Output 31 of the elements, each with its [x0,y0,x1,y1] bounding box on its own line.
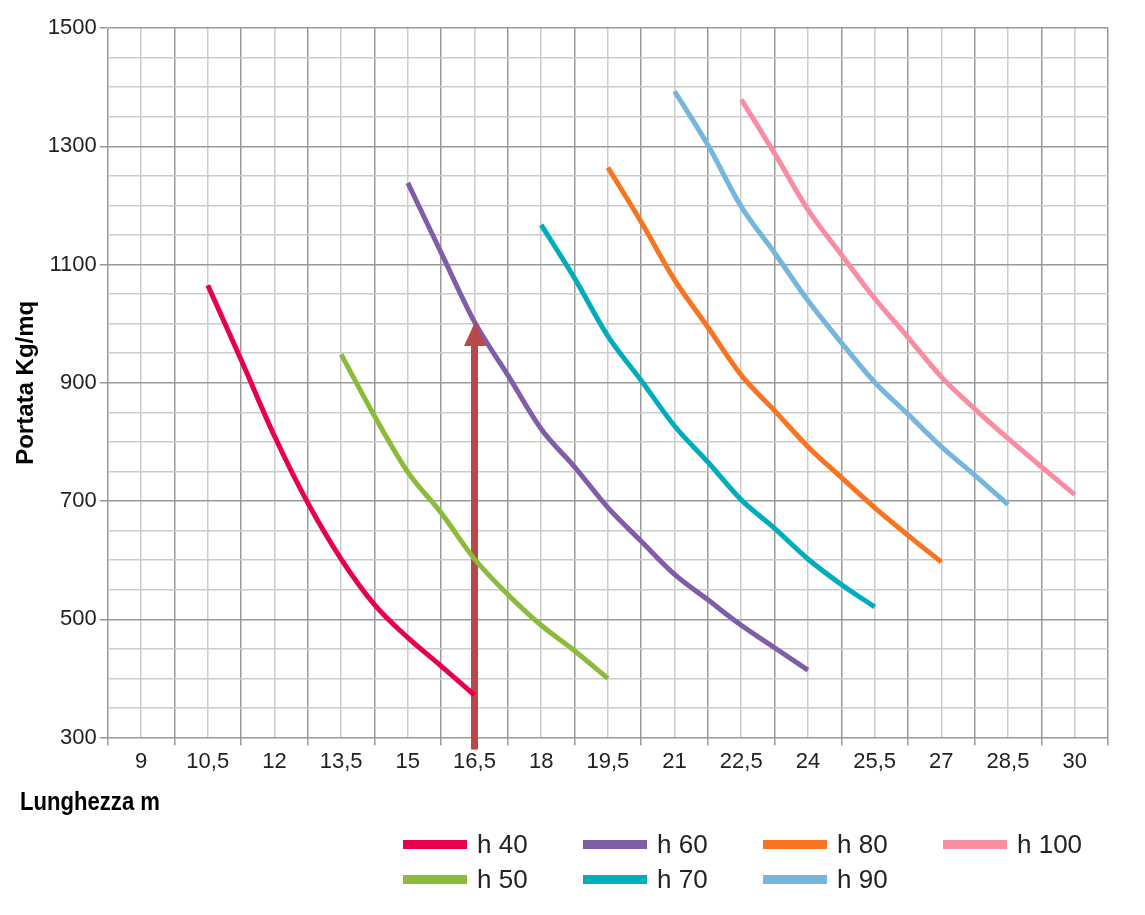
x-tick-label: 13,5 [319,747,363,773]
legend-label: h 70 [657,864,708,895]
legend-label: h 50 [477,864,528,895]
y-tick-label: 1100 [49,250,97,276]
y-tick-label: 500 [60,605,97,631]
y-tick-label: 700 [60,487,97,513]
y-tick-label: 1300 [47,132,97,158]
x-tick-label: 18 [528,747,554,773]
x-tick-label: 12 [262,747,287,773]
x-tick-label: 25,5 [853,747,897,773]
y-axis-title: Portata Kg/mq [11,300,39,465]
x-tick-label: 28,5 [986,747,1030,773]
x-tick-label: 22,5 [719,747,763,773]
x-tick-label: 9 [134,747,148,773]
legend-label: h 80 [837,829,888,860]
y-tick-label: 300 [60,723,97,749]
x-tick-label: 24 [795,747,821,773]
legend-label: h 60 [657,829,708,860]
legend-label: h 40 [477,829,528,860]
legend-label: h 90 [837,864,888,895]
x-tick-label: 19,5 [586,747,630,773]
x-tick-label: 27 [929,747,954,773]
y-tick-label: 900 [60,368,97,394]
x-tick-label: 15 [395,747,421,773]
legend-label: h 100 [1017,829,1083,860]
x-tick-label: 10,5 [186,747,230,773]
x-axis-title: Lunghezza m [20,786,161,817]
y-tick-label: 1500 [47,14,97,40]
x-tick-label: 16,5 [453,747,496,773]
x-tick-label: 21 [662,747,687,773]
x-tick-label: 30 [1062,747,1087,773]
